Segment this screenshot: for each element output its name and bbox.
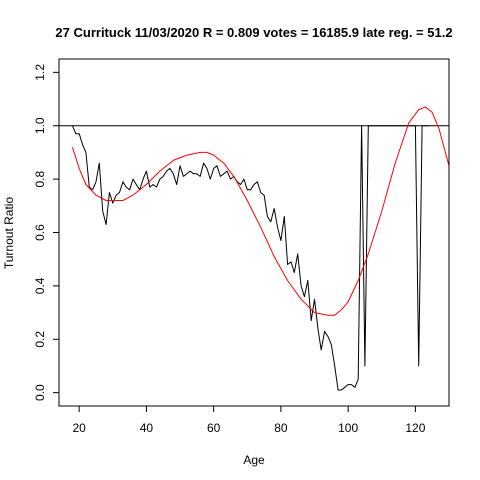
x-tick-label: 120: [405, 421, 425, 435]
y-tick-label: 0.2: [33, 331, 47, 348]
y-tick-label: 1.2: [33, 64, 47, 81]
y-tick-label: 0.8: [33, 170, 47, 187]
y-tick-label: 0.6: [33, 224, 47, 241]
y-tick-label: 0.4: [33, 277, 47, 294]
x-axis-label: Age: [243, 453, 265, 467]
y-tick-label: 0.0: [33, 384, 47, 401]
x-tick-label: 20: [72, 421, 86, 435]
x-tick-label: 80: [274, 421, 288, 435]
x-tick-label: 60: [207, 421, 221, 435]
y-axis-label: Turnout Ratio: [2, 197, 16, 270]
x-axis: 20 40 60 80 100 120: [72, 405, 426, 435]
x-tick-label: 100: [338, 421, 358, 435]
chart-title: 27 Currituck 11/03/2020 R = 0.809 votes …: [55, 25, 452, 40]
x-tick-label: 40: [140, 421, 154, 435]
y-tick-label: 1.0: [33, 117, 47, 134]
series-line-observed: [71, 125, 429, 391]
series-line-fit: [71, 106, 449, 316]
plot-frame: [58, 58, 450, 407]
plot-area: [59, 106, 449, 391]
y-axis: 0.0 0.2 0.4 0.6 0.8 1.0 1.2: [33, 64, 60, 401]
